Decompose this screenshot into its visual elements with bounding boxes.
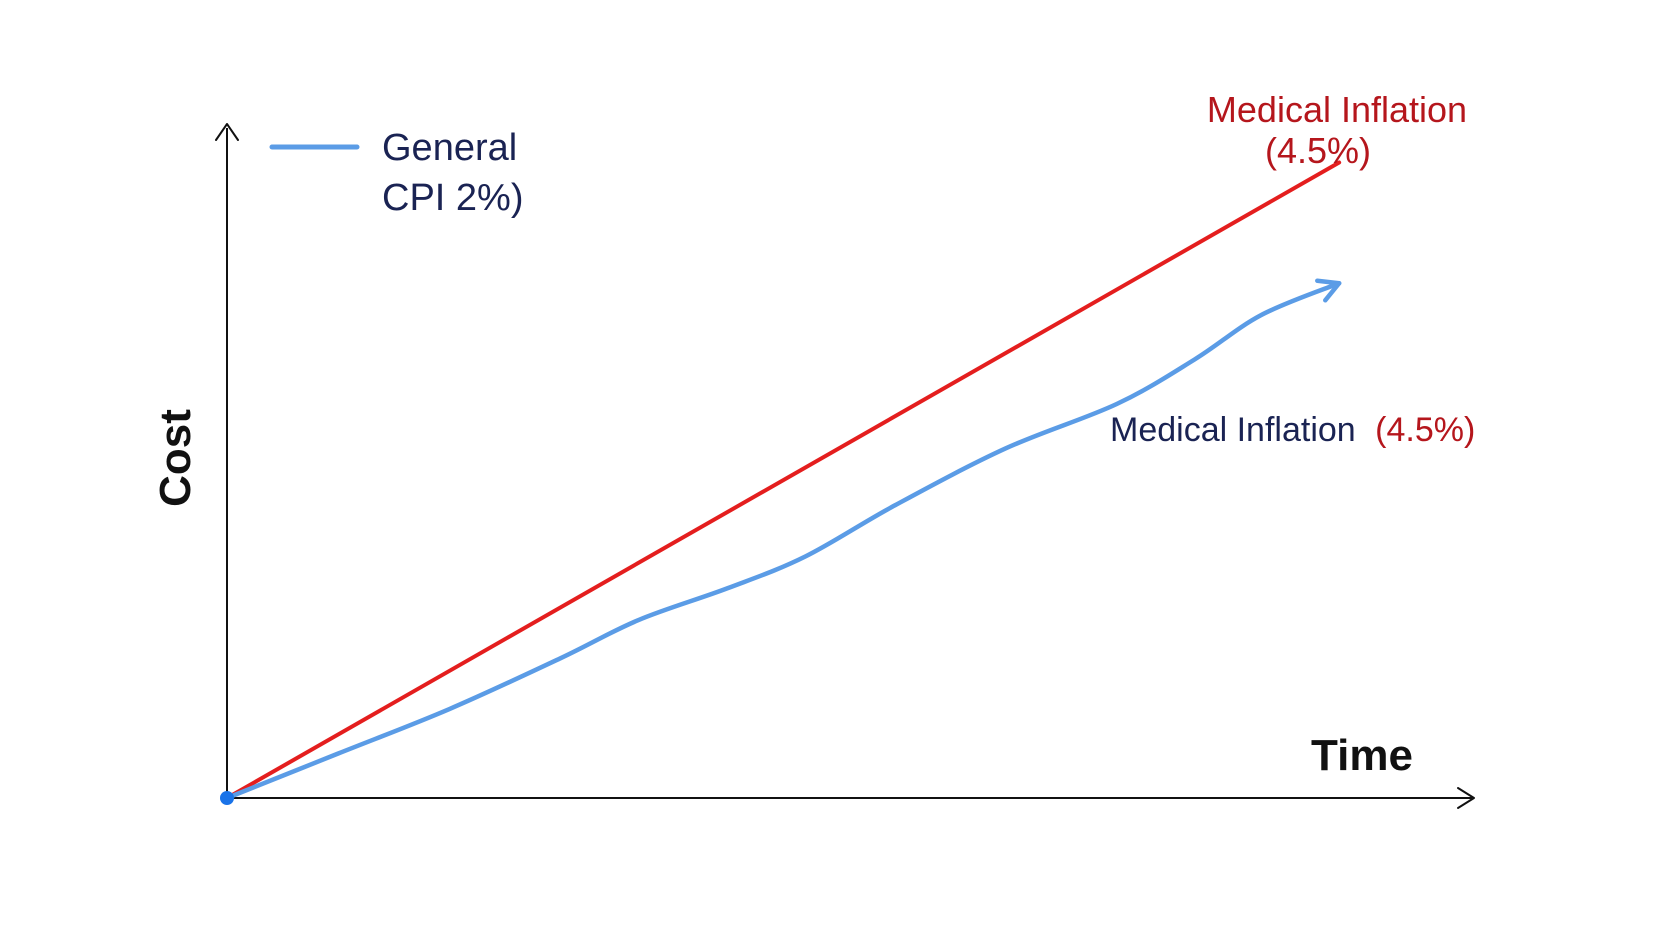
legend-label-line2: CPI 2%): [382, 177, 523, 219]
series-line-medical-inflation: [225, 160, 1342, 800]
red-annotation-line1: Medical Inflation: [1207, 89, 1467, 130]
x-axis-label: Time: [1311, 731, 1413, 780]
y-axis-arrow: [215, 123, 239, 141]
red-annotation-line2: (4.5%): [1265, 130, 1371, 171]
legend-label-line1: General: [382, 127, 517, 169]
series-arrowhead-general-cpi: [1315, 278, 1342, 303]
x-axis-arrow: [1457, 787, 1475, 809]
blue-annotation-part1: Medical Inflation: [1110, 411, 1356, 449]
blue-annotation-part2: (4.5%): [1375, 411, 1475, 449]
origin-point: [220, 791, 234, 805]
series-line-general-cpi: [224, 280, 1342, 801]
y-axis-label: Cost: [151, 409, 200, 507]
blue-annotation: Medical Inflation (4.5%): [1110, 411, 1475, 449]
